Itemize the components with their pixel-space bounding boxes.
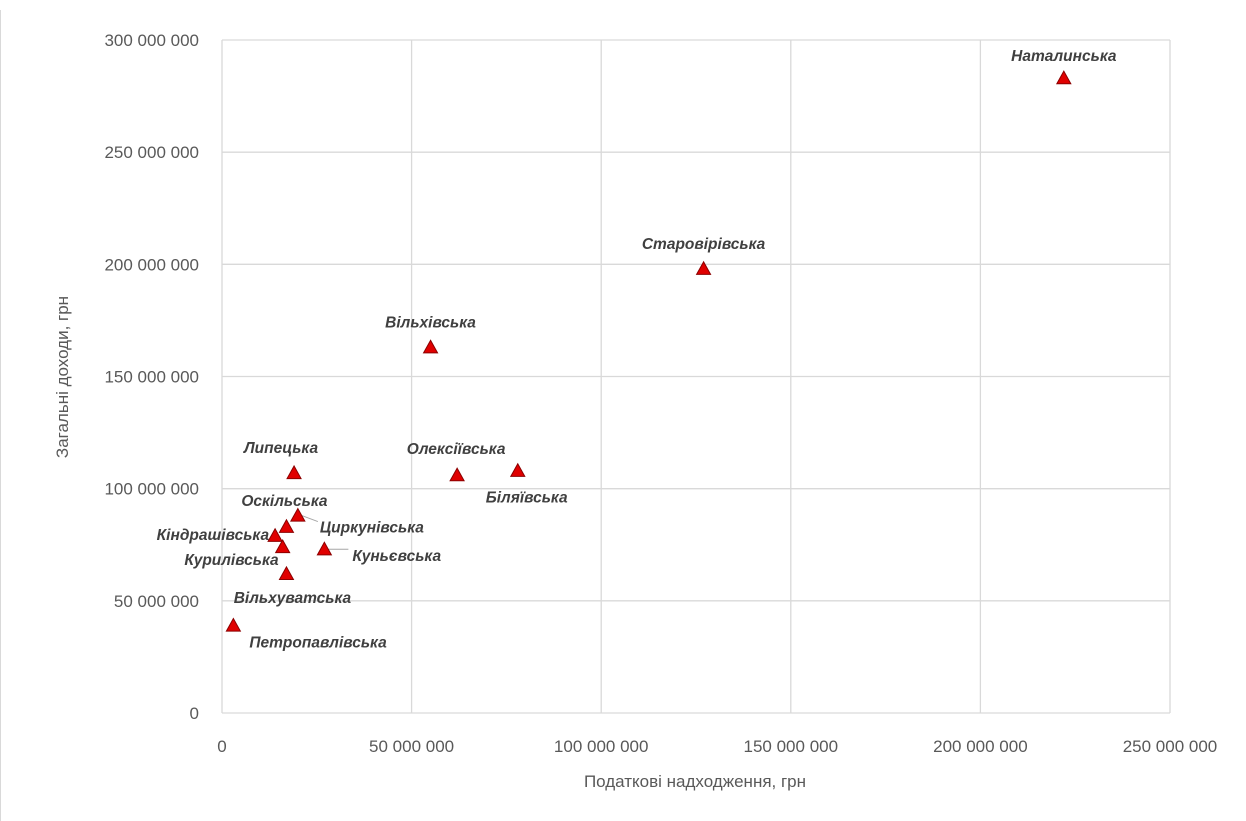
leader-lines <box>301 515 349 550</box>
gridlines <box>0 10 1171 821</box>
data-point-marker <box>278 565 295 581</box>
y-tick-label: 0 <box>190 704 199 723</box>
data-point-marker <box>286 464 302 480</box>
x-tick-label: 50 000 000 <box>369 737 454 756</box>
x-tick-label: 0 <box>217 737 226 756</box>
x-tick-label: 250 000 000 <box>1123 737 1218 756</box>
data-point-marker <box>267 527 283 542</box>
data-point-marker <box>225 617 242 632</box>
point-label: Кіндрашівська <box>157 527 270 544</box>
point-label: Оскільська <box>241 493 328 510</box>
point-label: Вільхуватська <box>234 590 352 607</box>
data-point-marker <box>449 467 465 482</box>
y-tick-label: 50 000 000 <box>114 592 199 611</box>
y-axis-title: Загальні доходи, грн <box>53 296 72 458</box>
data-point-marker <box>316 541 333 556</box>
x-tick-label: 100 000 000 <box>554 737 649 756</box>
x-tick-label: 150 000 000 <box>744 737 839 756</box>
y-tick-label: 250 000 000 <box>104 143 199 162</box>
point-label: Наталинська <box>1011 48 1117 65</box>
y-tick-label: 100 000 000 <box>104 480 199 499</box>
point-label: Олексіївська <box>407 441 506 458</box>
point-label: Курилівська <box>184 552 279 569</box>
data-point-marker <box>274 538 291 554</box>
y-tick-label: 150 000 000 <box>104 368 199 387</box>
data-point-marker <box>695 260 712 275</box>
data-point-marker <box>278 518 295 533</box>
point-labels: Наталинська Старовірівська Вільхівська Липе… <box>157 48 1117 651</box>
point-label: Циркунівська <box>320 520 424 537</box>
point-label: Біляївська <box>486 490 568 507</box>
point-label: Петропавлівська <box>249 635 387 652</box>
data-point-marker <box>509 462 526 477</box>
data-points <box>225 70 1072 632</box>
y-tick-label: 200 000 000 <box>104 255 199 274</box>
point-label: Старовірівська <box>642 236 766 253</box>
tick-labels: 0 50 000 000 100 000 000 150 000 000 200 000… <box>104 31 1217 756</box>
y-tick-label: 300 000 000 <box>104 31 199 50</box>
data-point-marker <box>289 507 306 522</box>
x-tick-label: 200 000 000 <box>933 737 1028 756</box>
point-label: Липецька <box>243 440 318 457</box>
data-point-marker <box>1055 70 1072 85</box>
data-point-marker <box>422 339 439 354</box>
point-label: Куньєвська <box>352 548 441 565</box>
label-leader-line <box>301 515 319 523</box>
x-axis-title: Податкові надходження, грн <box>584 772 806 791</box>
point-label: Вільхівська <box>385 314 476 331</box>
